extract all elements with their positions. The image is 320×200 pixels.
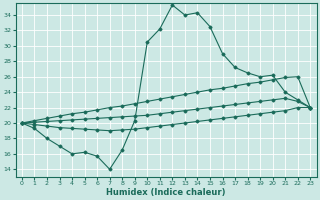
X-axis label: Humidex (Indice chaleur): Humidex (Indice chaleur) — [106, 188, 226, 197]
